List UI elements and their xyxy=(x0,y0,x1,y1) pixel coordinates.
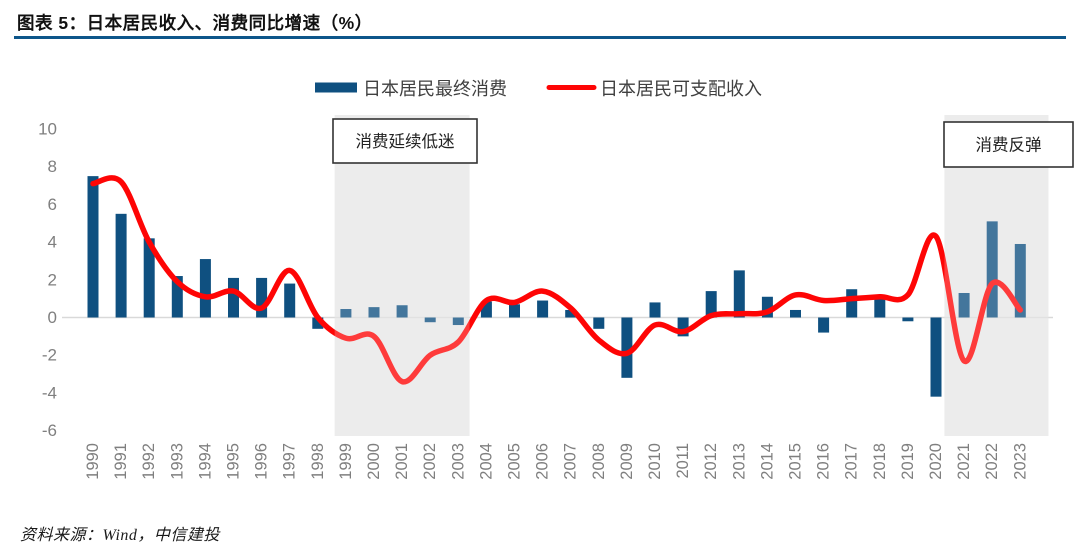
bar-2019 xyxy=(902,317,914,322)
bar-2016 xyxy=(818,317,830,333)
bar-2018 xyxy=(874,296,886,318)
x-tick-label: 2021 xyxy=(955,443,973,480)
x-tick-label: 1994 xyxy=(196,443,214,480)
bar-1997 xyxy=(284,283,296,318)
x-tick-label: 2014 xyxy=(758,443,776,480)
title-rule xyxy=(14,36,1066,40)
x-tick-label: 2020 xyxy=(927,443,945,480)
bar-2023 xyxy=(1014,243,1026,318)
legend-label-consumption: 日本居民最终消费 xyxy=(363,79,507,99)
annotation-box-0 xyxy=(332,118,478,164)
y-tick-label: 4 xyxy=(48,233,57,252)
bar-2017 xyxy=(846,289,858,318)
x-tick-label: 2002 xyxy=(421,443,439,480)
highlight-band-overlay-0 xyxy=(334,115,470,436)
x-tick-label: 2001 xyxy=(393,443,411,480)
annotation-label-0: 消费延续低迷 xyxy=(356,132,456,151)
y-tick-label: 6 xyxy=(48,195,57,214)
bar-2001 xyxy=(396,305,408,318)
y-tick-label: 2 xyxy=(48,270,57,289)
x-tick-label: 2009 xyxy=(618,443,636,480)
bar-2014 xyxy=(761,296,773,318)
bar-1998 xyxy=(312,317,324,329)
x-tick-label: 2012 xyxy=(702,443,720,480)
bar-2021 xyxy=(958,292,970,318)
x-tick-label: 2022 xyxy=(983,443,1001,480)
legend-bar-swatch xyxy=(315,82,357,93)
bar-2008 xyxy=(593,317,605,329)
x-tick-label: 2008 xyxy=(590,443,608,480)
figure-title: 图表 5：日本居民收入、消费同比增速（%） xyxy=(17,13,373,33)
bar-2020 xyxy=(930,317,942,397)
x-tick-label: 2007 xyxy=(562,443,580,480)
bar-2006 xyxy=(537,300,549,318)
y-tick-label: -6 xyxy=(42,421,57,440)
income-line xyxy=(90,175,1024,385)
bar-1995 xyxy=(228,277,239,318)
bar-2009 xyxy=(621,317,633,378)
x-tick-label: 2004 xyxy=(477,443,495,480)
bar-1992 xyxy=(143,238,155,318)
x-tick-label: 1993 xyxy=(168,443,186,480)
y-tick-label: 0 xyxy=(48,308,57,327)
x-tick-label: 2019 xyxy=(899,443,917,480)
bar-1991 xyxy=(115,213,127,318)
x-tick-label: 2011 xyxy=(674,443,692,478)
bar-2022 xyxy=(986,221,998,318)
bar-2007 xyxy=(565,309,577,318)
bar-2005 xyxy=(509,304,520,318)
annotation-box-1 xyxy=(943,121,1074,168)
x-tick-label: 1995 xyxy=(225,443,243,480)
bar-2010 xyxy=(649,302,661,318)
bar-2012 xyxy=(705,291,717,318)
y-tick-label: 10 xyxy=(38,120,57,139)
y-tick-label: 8 xyxy=(48,157,57,176)
bar-1990 xyxy=(87,176,99,318)
bar-1999 xyxy=(340,309,352,318)
bar-2011 xyxy=(677,317,689,337)
bar-2000 xyxy=(368,307,380,318)
x-tick-label: 2016 xyxy=(815,443,833,480)
x-tick-label: 1990 xyxy=(84,443,102,480)
y-tick-label: -2 xyxy=(42,346,57,365)
x-tick-label: 2010 xyxy=(646,443,664,480)
x-tick-label: 2000 xyxy=(365,443,383,480)
bar-2002 xyxy=(424,317,436,323)
bar-2013 xyxy=(733,270,745,318)
x-tick-label: 1998 xyxy=(309,443,327,480)
bar-1993 xyxy=(171,276,183,318)
x-tick-label: 2006 xyxy=(534,443,552,480)
x-tick-label: 2023 xyxy=(1011,443,1029,480)
x-tick-label: 1999 xyxy=(337,443,355,480)
bar-1996 xyxy=(256,277,268,318)
x-tick-label: 1992 xyxy=(140,443,158,480)
x-tick-label: 2015 xyxy=(787,443,805,480)
bar-1994 xyxy=(199,259,211,318)
x-tick-label: 2017 xyxy=(843,443,861,480)
x-tick-label: 2003 xyxy=(449,443,467,480)
bar-2015 xyxy=(790,309,801,318)
annotation-label-1: 消费反弹 xyxy=(976,136,1042,155)
bar-2003 xyxy=(452,317,464,326)
x-tick-label: 2013 xyxy=(730,443,748,480)
x-tick-label: 2018 xyxy=(871,443,889,480)
source-note: 资料来源：Wind，中信建投 xyxy=(20,527,220,544)
bar-2004 xyxy=(480,301,492,318)
legend-label-income: 日本居民可支配收入 xyxy=(600,79,762,99)
y-tick-label: -4 xyxy=(42,383,57,402)
highlight-band-overlay-1 xyxy=(944,115,1049,436)
x-tick-label: 1991 xyxy=(112,443,130,480)
x-tick-label: 2005 xyxy=(506,443,524,480)
x-tick-label: 1997 xyxy=(281,443,299,480)
x-tick-label: 1996 xyxy=(253,443,271,480)
